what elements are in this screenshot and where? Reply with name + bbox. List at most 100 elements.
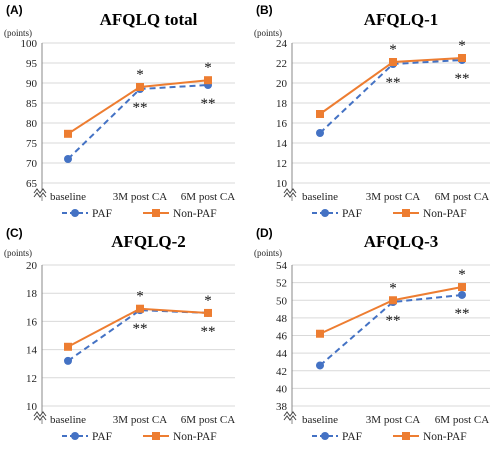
panel-letter: (A) (6, 3, 23, 17)
data-point (389, 58, 397, 66)
y-tick-label: 14 (26, 345, 38, 357)
y-tick-label: 20 (276, 78, 288, 90)
y-tick-label: 90 (26, 78, 38, 90)
axis-break-mark (283, 192, 297, 198)
legend-marker (152, 209, 160, 217)
axis-break-mask (284, 413, 300, 419)
data-point (64, 155, 72, 163)
legend-marker (321, 209, 329, 217)
panel-letter: (B) (256, 3, 273, 17)
x-category-label: 3M post CA (113, 414, 167, 426)
data-point (458, 290, 466, 299)
y-tick-label: 40 (276, 383, 288, 395)
y-tick-label: 18 (276, 98, 288, 110)
x-category-label: baseline (50, 414, 86, 426)
y-tick-label: 12 (26, 373, 37, 385)
legend-label: Non-PAF (423, 208, 467, 220)
y-tick-label: 16 (276, 118, 288, 130)
data-point (204, 308, 212, 317)
y-tick-label: 38 (276, 401, 288, 413)
data-point (316, 329, 324, 338)
significance-marker: * (389, 42, 397, 58)
y-tick-label: 54 (276, 260, 288, 272)
legend-marker (402, 432, 410, 440)
data-point (458, 283, 466, 292)
legend-label: PAF (342, 208, 362, 220)
axis-break-mark (33, 192, 47, 198)
chart-panel: (B) AFQLQ-1 (points) 10 12 14 16 18 20 22 24 baseli… (254, 3, 490, 220)
axis-break-mark (283, 415, 297, 421)
legend-marker (71, 432, 79, 440)
y-tick-label: 24 (276, 38, 288, 50)
axis-break-mark (283, 188, 297, 194)
y-tick-label: 10 (276, 178, 288, 190)
y-axis-unit-label: (points) (4, 248, 32, 258)
legend-label: PAF (92, 431, 112, 443)
significance-marker: ** (386, 75, 401, 91)
panel-letter: (C) (6, 226, 23, 240)
y-tick-label: 14 (276, 138, 288, 150)
data-point (389, 296, 397, 305)
y-tick-label: 20 (26, 260, 38, 272)
chart-title: AFQLQ-3 (364, 232, 439, 251)
axis-break-mask (34, 190, 50, 196)
significance-marker: ** (386, 313, 401, 329)
x-category-label: 3M post CA (113, 191, 167, 203)
y-tick-label: 95 (26, 58, 38, 70)
y-tick-label: 42 (276, 366, 287, 378)
y-tick-label: 80 (26, 118, 38, 130)
legend-label: Non-PAF (173, 431, 217, 443)
data-point (316, 129, 324, 137)
series-line (319, 59, 463, 134)
y-tick-label: 10 (26, 401, 38, 413)
data-point (64, 129, 72, 138)
data-point (136, 304, 144, 313)
axis-break-mask (284, 190, 300, 196)
significance-marker: ** (201, 324, 216, 340)
x-category-label: 6M post CA (435, 191, 489, 203)
data-point (64, 356, 72, 365)
x-category-label: 6M post CA (435, 414, 489, 426)
series-line (67, 84, 209, 160)
y-axis-unit-label: (points) (254, 248, 282, 258)
significance-marker: ** (201, 96, 216, 112)
significance-marker: ** (455, 71, 470, 87)
significance-marker: * (389, 280, 397, 296)
x-category-label: baseline (302, 414, 338, 426)
axis-break-mark (33, 188, 47, 194)
data-point (316, 110, 324, 118)
chart-panel: (C) AFQLQ-2 (points) 10 12 14 16 18 20 baseline 3M… (4, 226, 235, 443)
x-category-label: baseline (50, 191, 86, 203)
y-tick-label: 70 (26, 158, 38, 170)
x-category-label: baseline (302, 191, 338, 203)
y-tick-label: 22 (276, 58, 287, 70)
data-point (204, 76, 212, 85)
series-line (319, 293, 463, 367)
y-axis-unit-label: (points) (4, 28, 32, 38)
significance-marker: * (458, 267, 466, 283)
data-point (458, 54, 466, 62)
significance-marker: * (458, 38, 466, 54)
significance-marker: ** (455, 306, 470, 322)
significance-marker: * (136, 67, 144, 83)
y-tick-label: 50 (276, 295, 288, 307)
chart-panel: (D) AFQLQ-3 (points) 38 40 42 44 46 48 50 52 54 base… (254, 226, 490, 443)
x-category-label: 3M post CA (366, 414, 420, 426)
legend-label: Non-PAF (423, 431, 467, 443)
panel-letter: (D) (256, 226, 273, 240)
y-tick-label: 85 (26, 98, 38, 110)
y-tick-label: 46 (276, 331, 288, 343)
axis-break-mark (33, 415, 47, 421)
y-tick-label: 12 (276, 158, 287, 170)
legend-label: PAF (92, 208, 112, 220)
chart-title: AFQLQ total (100, 10, 198, 29)
legend-marker (71, 209, 79, 217)
data-point (64, 342, 72, 351)
axis-break-mask (34, 413, 50, 419)
significance-marker: * (204, 60, 212, 76)
legend-label: PAF (342, 431, 362, 443)
y-axis-unit-label: (points) (254, 28, 282, 38)
y-tick-label: 16 (26, 316, 38, 328)
y-tick-label: 18 (26, 288, 38, 300)
